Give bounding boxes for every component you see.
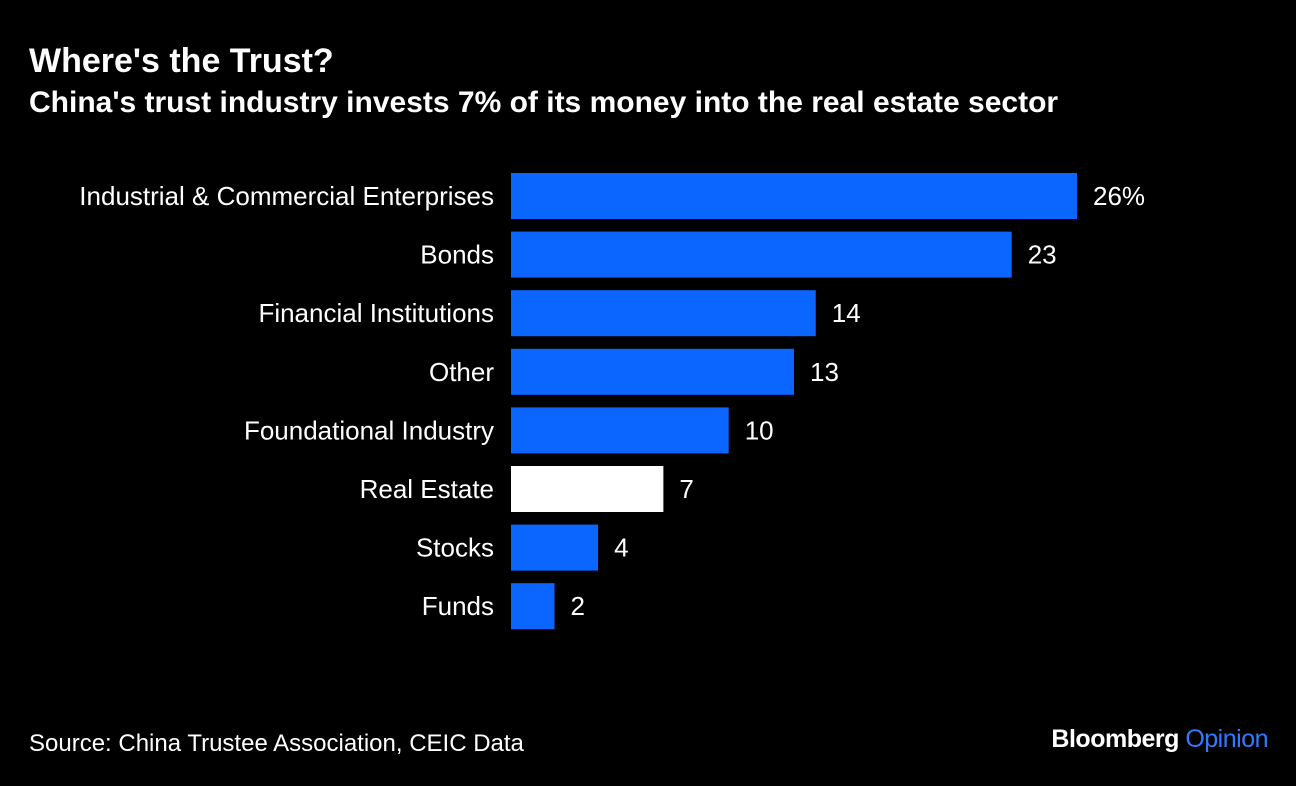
bar-chart: Industrial & Commercial Enterprises 26% Bo…: [79, 173, 1145, 630]
value-label-other: 13: [810, 357, 839, 387]
value-label-bonds: 23: [1028, 240, 1057, 270]
category-label-financial-institutions: Financial Institutions: [258, 298, 494, 328]
value-label-financial-institutions: 14: [832, 298, 861, 328]
value-label-real-estate: 7: [679, 474, 693, 504]
bar-funds: [511, 583, 555, 630]
bar-bonds: [511, 231, 1012, 278]
bar-stocks: [511, 524, 599, 571]
chart-title: Where's the Trust?: [29, 42, 334, 80]
value-label-foundational-industry: 10: [745, 415, 774, 445]
category-label-bonds: Bonds: [420, 240, 494, 270]
value-label-stocks: 4: [614, 533, 628, 563]
category-label-industrial-commercial-enterprises: Industrial & Commercial Enterprises: [79, 181, 494, 211]
value-label-industrial-commercial-enterprises: 26%: [1093, 181, 1145, 211]
category-label-other: Other: [429, 357, 494, 387]
bar-other: [511, 348, 794, 395]
category-label-real-estate: Real Estate: [360, 474, 494, 504]
source-note: Source: China Trustee Association, CEIC …: [29, 730, 524, 757]
bloomberg-opinion-logo: Bloomberg Opinion: [1051, 725, 1268, 754]
logo-opinion: Opinion: [1185, 725, 1268, 753]
bar-real-estate: [511, 466, 664, 512]
bar-industrial-commercial-enterprises: [511, 173, 1077, 219]
chart-subtitle: China's trust industry invests 7% of its…: [29, 86, 1059, 119]
category-label-foundational-industry: Foundational Industry: [244, 415, 494, 445]
category-label-funds: Funds: [422, 591, 494, 621]
value-label-funds: 2: [571, 591, 585, 621]
category-label-stocks: Stocks: [416, 533, 494, 563]
bar-financial-institutions: [511, 290, 816, 337]
logo-brand: Bloomberg: [1051, 725, 1179, 753]
bar-foundational-industry: [511, 407, 729, 454]
